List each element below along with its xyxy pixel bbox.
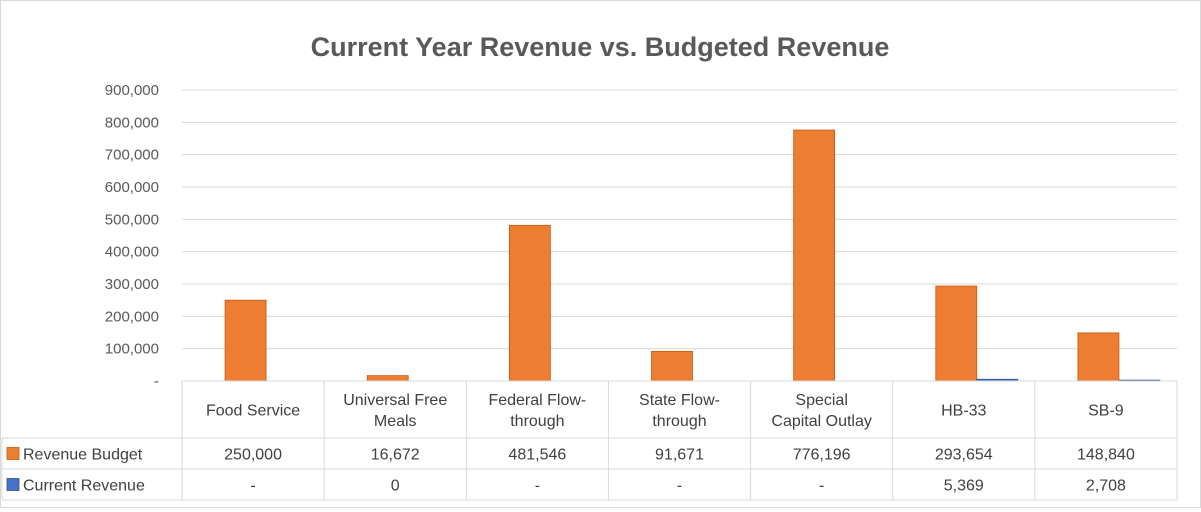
revenue-budget-bar xyxy=(793,129,836,382)
table-value: 250,000 xyxy=(224,447,282,464)
data-table: Food Service Universal Free Meals Federal F… xyxy=(1,380,1178,501)
category-label: SB-9 xyxy=(1088,403,1124,420)
gridlines xyxy=(182,89,1177,350)
category-label: HB-33 xyxy=(941,403,986,420)
table-value: 2,708 xyxy=(1086,478,1126,495)
y-tick-label: 600,000 xyxy=(105,179,159,196)
table-value: 776,196 xyxy=(793,447,851,464)
y-tick-label: 200,000 xyxy=(105,308,159,325)
category-label: through xyxy=(510,413,564,430)
chart-title: Current Year Revenue vs. Budgeted Revenu… xyxy=(311,32,890,62)
category-label: Universal Free xyxy=(343,392,447,409)
revenue-budget-bar xyxy=(935,285,978,382)
legend-swatch-current-revenue xyxy=(6,478,20,491)
y-tick-label: 300,000 xyxy=(105,276,159,293)
y-tick-label: 100,000 xyxy=(105,341,159,358)
revenue-budget-bar xyxy=(651,350,693,382)
revenue-budget-bar xyxy=(508,224,551,382)
revenue-budget-bar xyxy=(224,299,267,382)
y-tick-label: 700,000 xyxy=(105,147,159,164)
category-label: Food Service xyxy=(206,403,300,420)
legend-label: Revenue Budget xyxy=(23,447,143,464)
revenue-budget-bar xyxy=(366,375,409,382)
y-tick-label: 800,000 xyxy=(105,114,159,131)
category-label: Federal Flow- xyxy=(488,392,586,409)
y-tick-label: 900,000 xyxy=(105,82,159,99)
y-axis-ticks: - 100,000 200,000 300,000 400,000 500,000 600,… xyxy=(105,82,159,390)
table-value: 148,840 xyxy=(1077,447,1135,464)
table-value: 481,546 xyxy=(508,447,566,464)
table-value: 91,671 xyxy=(655,447,704,464)
revenue-budget-bar xyxy=(1077,332,1120,382)
table-value: - xyxy=(819,478,824,495)
legend-swatch-revenue-budget xyxy=(6,447,20,460)
table-value: - xyxy=(250,478,255,495)
category-label: Capital Outlay xyxy=(771,413,872,430)
table-value: 0 xyxy=(391,478,400,495)
category-label: through xyxy=(652,413,706,430)
category-label: Meals xyxy=(374,413,417,430)
table-value: - xyxy=(677,478,682,495)
category-label: Special xyxy=(795,392,847,409)
legend-label: Current Revenue xyxy=(23,478,145,495)
table-value: 293,654 xyxy=(935,447,993,464)
table-value: - xyxy=(535,478,540,495)
category-label: State Flow- xyxy=(639,392,720,409)
y-tick-label: - xyxy=(154,373,159,390)
y-tick-label: 400,000 xyxy=(105,244,159,261)
table-value: 16,672 xyxy=(371,447,420,464)
y-tick-label: 500,000 xyxy=(105,211,159,228)
table-value: 5,369 xyxy=(944,478,984,495)
bars xyxy=(224,129,1161,382)
